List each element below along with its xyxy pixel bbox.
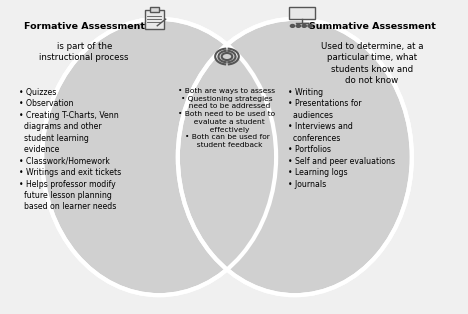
Ellipse shape bbox=[42, 19, 276, 295]
Circle shape bbox=[302, 24, 307, 27]
FancyBboxPatch shape bbox=[150, 7, 160, 12]
Text: • Quizzes
• Observation
• Creating T-Charts, Venn
  diagrams and other
  student: • Quizzes • Observation • Creating T-Cha… bbox=[19, 88, 121, 211]
FancyBboxPatch shape bbox=[145, 10, 164, 29]
Text: Used to determine, at a
particular time, what
students know and
do not know: Used to determine, at a particular time,… bbox=[321, 42, 424, 85]
Text: • Both are ways to assess
• Questioning strategies
  need to be addressed
• Both: • Both are ways to assess • Questioning … bbox=[178, 88, 276, 148]
Text: is part of the
instructional process: is part of the instructional process bbox=[39, 42, 129, 62]
Circle shape bbox=[296, 24, 300, 27]
Circle shape bbox=[290, 24, 295, 27]
Text: • Writing
• Presentations for
  audiences
• Interviews and
  conferences
• Portf: • Writing • Presentations for audiences … bbox=[288, 88, 395, 188]
FancyBboxPatch shape bbox=[289, 7, 315, 19]
Text: Formative Assessment: Formative Assessment bbox=[24, 22, 145, 31]
Text: Summative Assessment: Summative Assessment bbox=[308, 22, 436, 31]
Circle shape bbox=[308, 24, 312, 27]
Ellipse shape bbox=[178, 19, 412, 295]
